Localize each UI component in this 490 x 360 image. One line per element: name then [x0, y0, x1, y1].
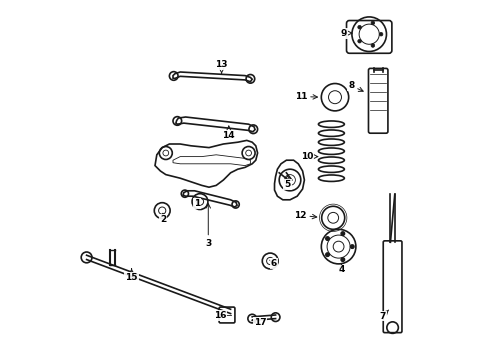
Text: 13: 13 [215, 60, 228, 73]
Text: 12: 12 [294, 211, 317, 220]
Text: 8: 8 [348, 81, 363, 91]
Circle shape [341, 232, 344, 235]
Text: 7: 7 [379, 310, 389, 321]
Text: 14: 14 [222, 126, 235, 140]
Text: 15: 15 [125, 269, 138, 282]
Circle shape [350, 245, 354, 248]
Text: 11: 11 [294, 92, 318, 101]
Circle shape [326, 237, 329, 240]
Text: 3: 3 [205, 204, 211, 248]
Text: 17: 17 [252, 318, 267, 327]
Text: 5: 5 [284, 176, 291, 189]
Circle shape [371, 44, 375, 47]
Circle shape [341, 258, 344, 261]
Text: 2: 2 [160, 213, 166, 224]
Circle shape [358, 26, 362, 29]
Circle shape [371, 21, 375, 25]
Circle shape [358, 39, 362, 43]
Text: 1: 1 [194, 198, 200, 208]
Circle shape [379, 32, 383, 36]
Circle shape [326, 253, 329, 256]
Text: 16: 16 [214, 311, 226, 320]
Text: 6: 6 [270, 259, 277, 268]
Text: 4: 4 [338, 264, 344, 275]
Text: 10: 10 [301, 152, 318, 161]
Text: 9: 9 [341, 29, 352, 38]
